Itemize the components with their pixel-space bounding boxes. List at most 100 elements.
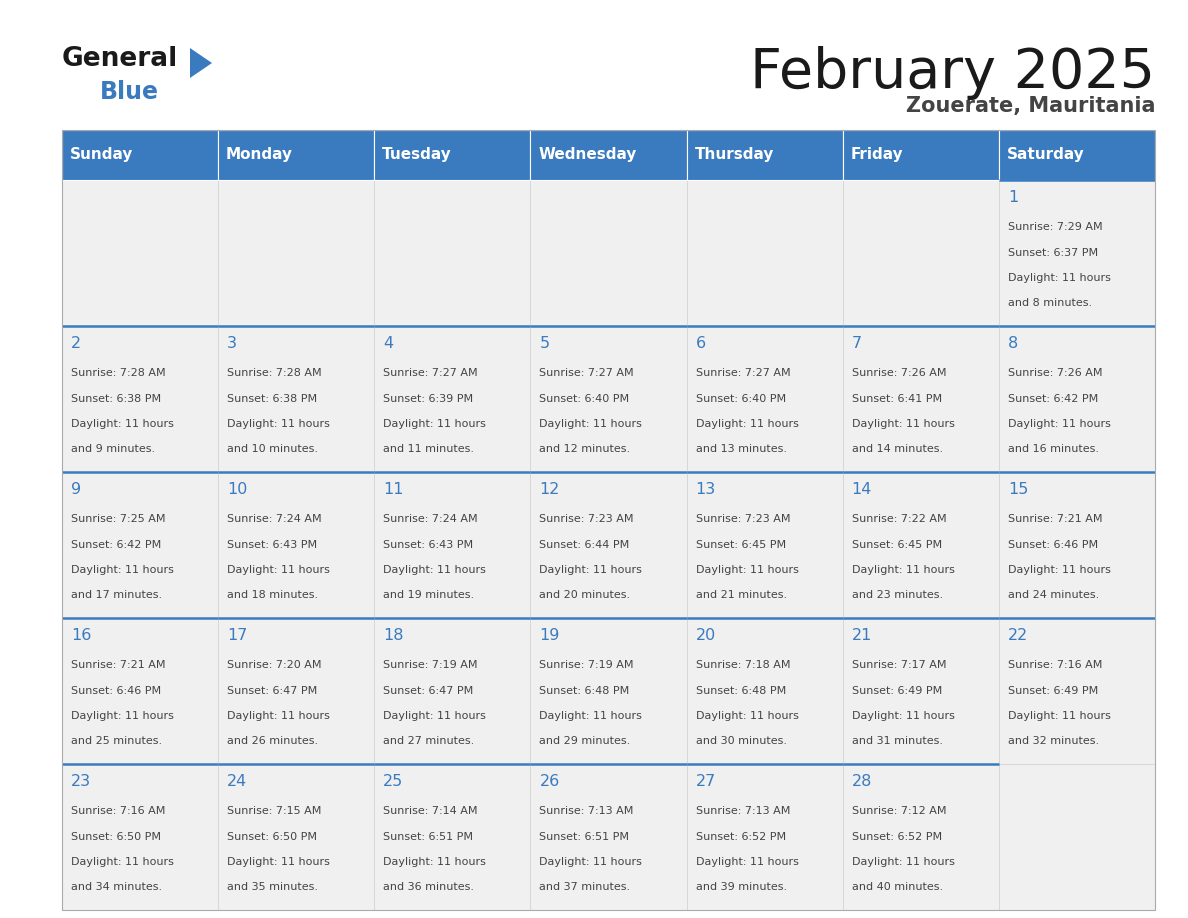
Bar	[62, 180, 219, 326]
Bar	[219, 326, 374, 472]
Text: Sunrise: 7:14 AM: Sunrise: 7:14 AM	[384, 806, 478, 816]
Text: 27: 27	[695, 774, 716, 789]
Text: Sunrise: 7:26 AM: Sunrise: 7:26 AM	[852, 368, 946, 378]
Text: Daylight: 11 hours: Daylight: 11 hours	[695, 857, 798, 867]
Text: Sunset: 6:50 PM: Sunset: 6:50 PM	[227, 832, 317, 842]
Text: Daylight: 11 hours: Daylight: 11 hours	[539, 419, 643, 429]
Text: and 34 minutes.: and 34 minutes.	[71, 882, 162, 892]
Text: Daylight: 11 hours: Daylight: 11 hours	[695, 711, 798, 721]
Text: and 9 minutes.: and 9 minutes.	[71, 444, 156, 454]
Bar	[842, 764, 999, 910]
Text: 9: 9	[71, 482, 81, 497]
Text: Sunrise: 7:18 AM: Sunrise: 7:18 AM	[695, 660, 790, 670]
Text: 11: 11	[384, 482, 404, 497]
Bar	[687, 764, 842, 910]
Text: Sunset: 6:51 PM: Sunset: 6:51 PM	[539, 832, 630, 842]
Text: Sunrise: 7:25 AM: Sunrise: 7:25 AM	[71, 514, 165, 524]
Text: Sunset: 6:37 PM: Sunset: 6:37 PM	[1007, 248, 1098, 258]
Text: Sunset: 6:42 PM: Sunset: 6:42 PM	[71, 540, 162, 550]
Bar	[374, 618, 530, 764]
Text: Sunday: Sunday	[70, 148, 133, 162]
Text: 25: 25	[384, 774, 404, 789]
Text: 26: 26	[539, 774, 560, 789]
Text: Saturday: Saturday	[1006, 148, 1085, 162]
Text: Daylight: 11 hours: Daylight: 11 hours	[1007, 273, 1111, 283]
Bar	[62, 130, 219, 180]
Text: and 19 minutes.: and 19 minutes.	[384, 590, 474, 600]
Text: 22: 22	[1007, 628, 1028, 643]
Text: Sunset: 6:39 PM: Sunset: 6:39 PM	[384, 394, 473, 404]
Text: Daylight: 11 hours: Daylight: 11 hours	[71, 857, 173, 867]
Text: 19: 19	[539, 628, 560, 643]
Text: Sunrise: 7:26 AM: Sunrise: 7:26 AM	[1007, 368, 1102, 378]
Text: and 24 minutes.: and 24 minutes.	[1007, 590, 1099, 600]
Bar	[530, 180, 687, 326]
Text: Sunrise: 7:21 AM: Sunrise: 7:21 AM	[71, 660, 165, 670]
Text: Daylight: 11 hours: Daylight: 11 hours	[71, 711, 173, 721]
Bar	[999, 618, 1155, 764]
Text: Sunset: 6:45 PM: Sunset: 6:45 PM	[695, 540, 785, 550]
Bar	[687, 130, 842, 180]
Text: and 21 minutes.: and 21 minutes.	[695, 590, 786, 600]
Text: Sunset: 6:43 PM: Sunset: 6:43 PM	[384, 540, 473, 550]
Text: Daylight: 11 hours: Daylight: 11 hours	[539, 565, 643, 575]
Text: 13: 13	[695, 482, 716, 497]
Text: 17: 17	[227, 628, 247, 643]
Bar	[530, 130, 687, 180]
Bar	[687, 472, 842, 618]
Text: 1: 1	[1007, 190, 1018, 205]
Text: and 35 minutes.: and 35 minutes.	[227, 882, 318, 892]
Text: Daylight: 11 hours: Daylight: 11 hours	[384, 419, 486, 429]
Text: Daylight: 11 hours: Daylight: 11 hours	[852, 857, 955, 867]
Text: Sunset: 6:42 PM: Sunset: 6:42 PM	[1007, 394, 1098, 404]
Polygon shape	[190, 48, 211, 78]
Text: Sunset: 6:49 PM: Sunset: 6:49 PM	[1007, 686, 1098, 696]
Text: Daylight: 11 hours: Daylight: 11 hours	[695, 419, 798, 429]
Bar	[842, 326, 999, 472]
Text: and 36 minutes.: and 36 minutes.	[384, 882, 474, 892]
Text: 15: 15	[1007, 482, 1029, 497]
Text: 20: 20	[695, 628, 716, 643]
Text: Sunset: 6:52 PM: Sunset: 6:52 PM	[852, 832, 942, 842]
Bar	[219, 472, 374, 618]
Text: 28: 28	[852, 774, 872, 789]
Bar	[842, 472, 999, 618]
Text: Daylight: 11 hours: Daylight: 11 hours	[71, 419, 173, 429]
Bar	[999, 326, 1155, 472]
Text: 10: 10	[227, 482, 247, 497]
Bar	[219, 764, 374, 910]
Text: Daylight: 11 hours: Daylight: 11 hours	[1007, 711, 1111, 721]
Text: and 30 minutes.: and 30 minutes.	[695, 736, 786, 746]
Text: Blue: Blue	[100, 80, 159, 104]
Text: Sunset: 6:47 PM: Sunset: 6:47 PM	[227, 686, 317, 696]
Text: Sunset: 6:47 PM: Sunset: 6:47 PM	[384, 686, 474, 696]
Text: Sunrise: 7:24 AM: Sunrise: 7:24 AM	[227, 514, 322, 524]
Text: and 26 minutes.: and 26 minutes.	[227, 736, 318, 746]
Text: Sunset: 6:38 PM: Sunset: 6:38 PM	[227, 394, 317, 404]
Text: Sunrise: 7:15 AM: Sunrise: 7:15 AM	[227, 806, 322, 816]
Text: and 8 minutes.: and 8 minutes.	[1007, 298, 1092, 308]
Text: Wednesday: Wednesday	[538, 148, 637, 162]
Bar	[842, 180, 999, 326]
Text: 12: 12	[539, 482, 560, 497]
Text: Sunrise: 7:27 AM: Sunrise: 7:27 AM	[695, 368, 790, 378]
Bar	[687, 618, 842, 764]
Bar	[374, 472, 530, 618]
Text: 24: 24	[227, 774, 247, 789]
Text: Daylight: 11 hours: Daylight: 11 hours	[695, 565, 798, 575]
Text: Friday: Friday	[851, 148, 903, 162]
Text: Sunset: 6:40 PM: Sunset: 6:40 PM	[695, 394, 785, 404]
Bar	[219, 130, 374, 180]
Text: 3: 3	[227, 336, 238, 351]
Bar	[530, 618, 687, 764]
Bar	[842, 130, 999, 180]
Text: Sunrise: 7:24 AM: Sunrise: 7:24 AM	[384, 514, 478, 524]
Text: Sunrise: 7:16 AM: Sunrise: 7:16 AM	[71, 806, 165, 816]
Text: and 18 minutes.: and 18 minutes.	[227, 590, 318, 600]
Text: 23: 23	[71, 774, 91, 789]
Text: Sunrise: 7:16 AM: Sunrise: 7:16 AM	[1007, 660, 1102, 670]
Text: Daylight: 11 hours: Daylight: 11 hours	[227, 419, 330, 429]
Text: Sunset: 6:51 PM: Sunset: 6:51 PM	[384, 832, 473, 842]
Text: Daylight: 11 hours: Daylight: 11 hours	[384, 857, 486, 867]
Text: and 29 minutes.: and 29 minutes.	[539, 736, 631, 746]
